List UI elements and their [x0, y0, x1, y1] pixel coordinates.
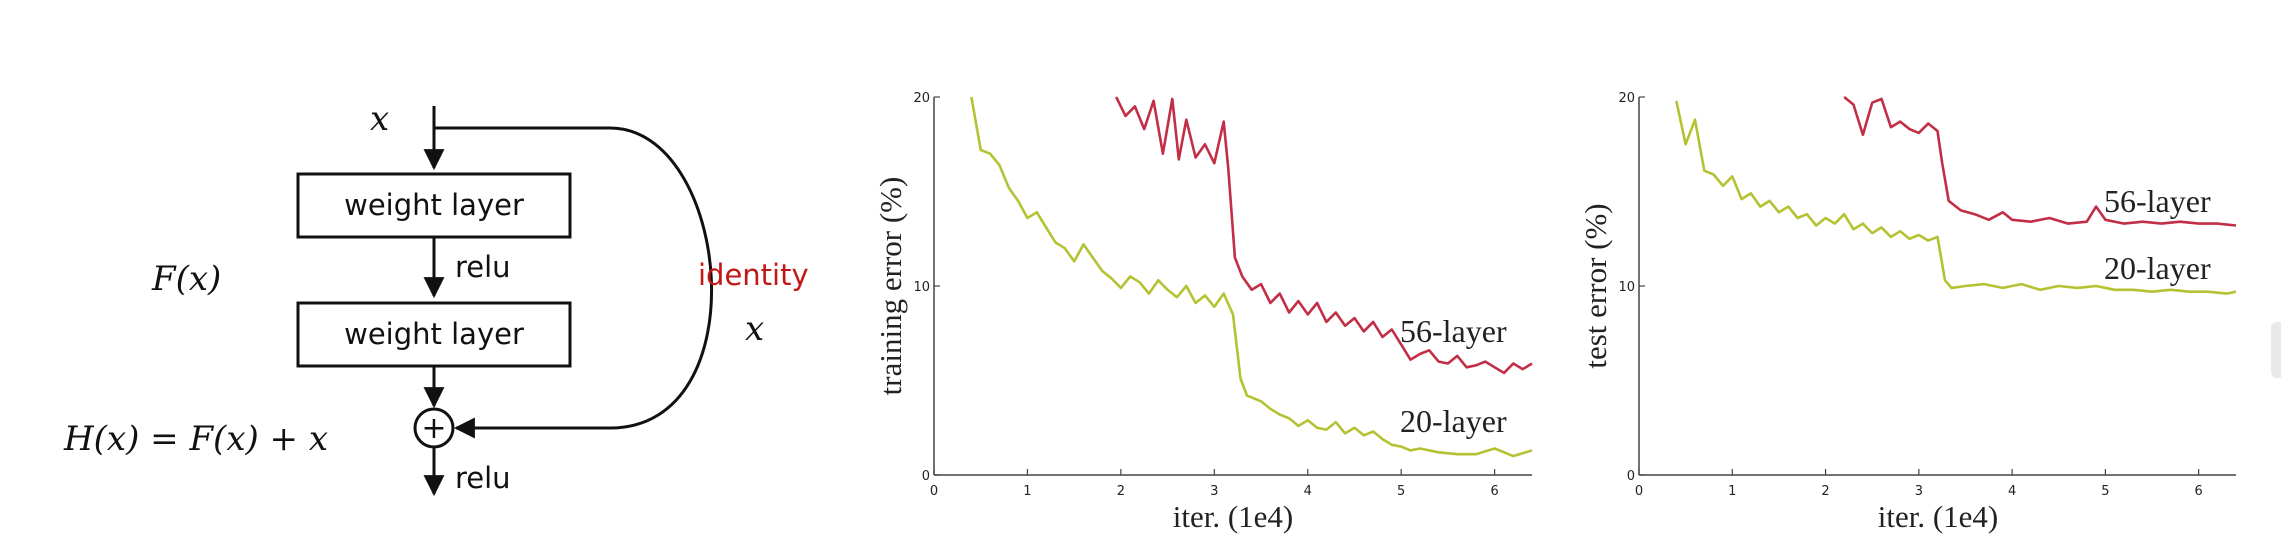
test-error-chart: 0 1 2 3 4 5 6 0 10 20 56-layer 20-layer iter. (1… [1578, 91, 2237, 534]
chart2-x-axis-title: iter. (1e4) [1878, 499, 1999, 534]
y-tick-label: 20 [1618, 91, 1635, 106]
x-tick-label: 3 [1915, 484, 1923, 499]
weight-layer-box-2 [296, 301, 572, 368]
chart1-series [970, 96, 1533, 458]
y-tick-label: 10 [913, 280, 930, 295]
weight-layer-label-2: weight layer [344, 317, 524, 351]
x-tick-label: 3 [1210, 484, 1218, 499]
y-tick-label: 0 [1627, 469, 1635, 484]
y-tick-label: 20 [913, 91, 930, 106]
chart2-series-label-56-layer: 56-layer [2104, 183, 2211, 219]
chart1-series-label-20-layer: 20-layer [1400, 403, 1507, 439]
identity-shortcut-arrow [434, 126, 713, 439]
relu-label-1: relu [455, 250, 511, 284]
weight-layer-label-1: weight layer [344, 188, 524, 222]
x-tick-label: 6 [1490, 484, 1498, 499]
sum-symbol: + [421, 411, 446, 446]
fx-label: F(x) [151, 259, 221, 299]
relu-label-2: relu [455, 461, 511, 495]
x-tick-label: 5 [1397, 484, 1405, 499]
chart1-x-axis-title: iter. (1e4) [1173, 499, 1294, 534]
x-tick-label: 5 [2101, 484, 2109, 499]
chart2-y-axis-title: test error (%) [1578, 203, 1613, 368]
x-tick-label: 4 [1304, 484, 1312, 499]
x-tick-label: 2 [1117, 484, 1125, 499]
training-error-chart: 0 1 2 3 4 5 6 0 10 20 56-layer 20-layer iter. (1… [873, 91, 1533, 534]
identity-x-label: x [745, 309, 764, 349]
chart2-series [1675, 95, 2237, 295]
series-line-56-layer [1115, 96, 1533, 375]
residual-block-diagram: weight layer relu weight layer + relu x … [63, 99, 809, 497]
chart1-x-ticks: 0 1 2 3 4 5 6 [930, 469, 1499, 499]
series-line-20-layer [970, 96, 1533, 458]
chart2-x-ticks: 0 1 2 3 4 5 6 [1635, 469, 2203, 499]
x-tick-label: 1 [1728, 484, 1736, 499]
input-x-label: x [370, 99, 389, 139]
identity-label: identity [698, 258, 809, 292]
scroll-edge-handle[interactable] [2271, 322, 2281, 378]
x-tick-label: 6 [2195, 484, 2203, 499]
x-tick-label: 0 [1635, 484, 1643, 499]
chart1-y-ticks: 0 10 20 [913, 91, 940, 484]
series-line-20-layer [1675, 100, 2237, 295]
x-tick-label: 1 [1023, 484, 1031, 499]
hx-equation: H(x) = F(x) + x [63, 419, 328, 459]
chart2-series-label-20-layer: 20-layer [2104, 250, 2211, 286]
y-tick-label: 0 [922, 469, 930, 484]
x-tick-label: 4 [2008, 484, 2016, 499]
chart1-series-label-56-layer: 56-layer [1400, 313, 1507, 349]
y-tick-label: 10 [1618, 280, 1635, 295]
series-line-56-layer [1843, 95, 2237, 227]
x-tick-label: 0 [930, 484, 938, 499]
chart2-y-ticks: 0 10 20 [1618, 91, 1645, 484]
x-tick-label: 2 [1821, 484, 1829, 499]
chart1-y-axis-title: training error (%) [873, 177, 908, 396]
